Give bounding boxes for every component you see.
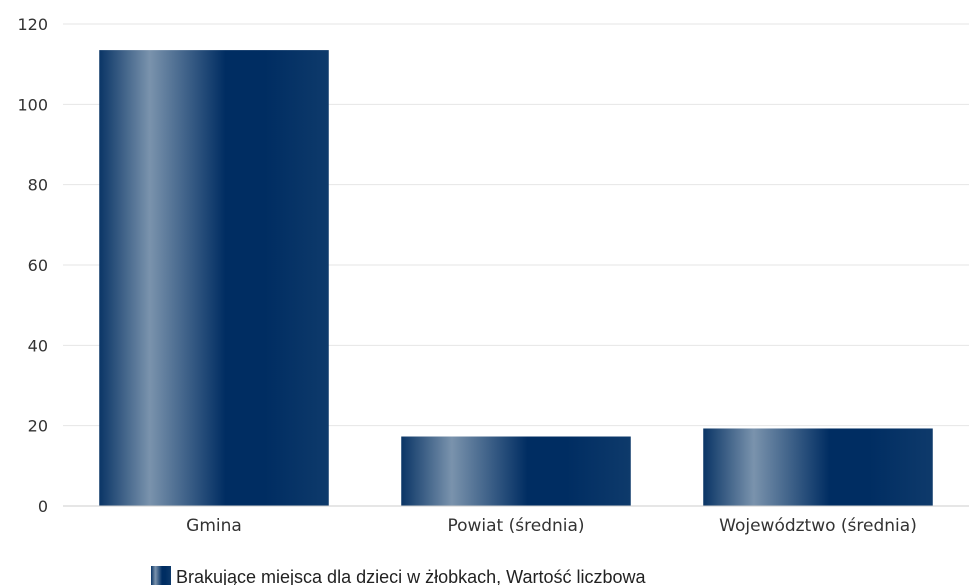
y-tick-label: 20 [28, 417, 48, 436]
y-tick-label: 60 [28, 256, 48, 275]
legend-label: Brakujące miejsca dla dzieci w żłobkach,… [176, 567, 647, 585]
y-tick-label: 40 [28, 336, 48, 355]
x-category-label: Powiat (średnia) [447, 516, 584, 536]
x-category-label: Gmina [186, 516, 242, 536]
x-axis-labels: Gmina Powiat (średnia) Województwo (średni… [186, 516, 917, 536]
y-tick-label: 100 [17, 95, 48, 114]
legend-swatch [151, 566, 171, 585]
legend[interactable]: Brakujące miejsca dla dzieci w żłobkach,… [151, 566, 647, 585]
bars [99, 50, 933, 506]
y-axis-ticks: 0 20 40 60 80 100 120 [17, 15, 48, 516]
y-tick-label: 0 [38, 497, 48, 516]
x-category-label: Województwo (średnia) [719, 516, 917, 536]
bar-województwo[interactable] [703, 428, 933, 506]
bar-powiat[interactable] [401, 436, 631, 506]
y-tick-label: 120 [17, 15, 48, 34]
bar-gmina[interactable] [99, 50, 329, 506]
y-tick-label: 80 [28, 176, 48, 195]
